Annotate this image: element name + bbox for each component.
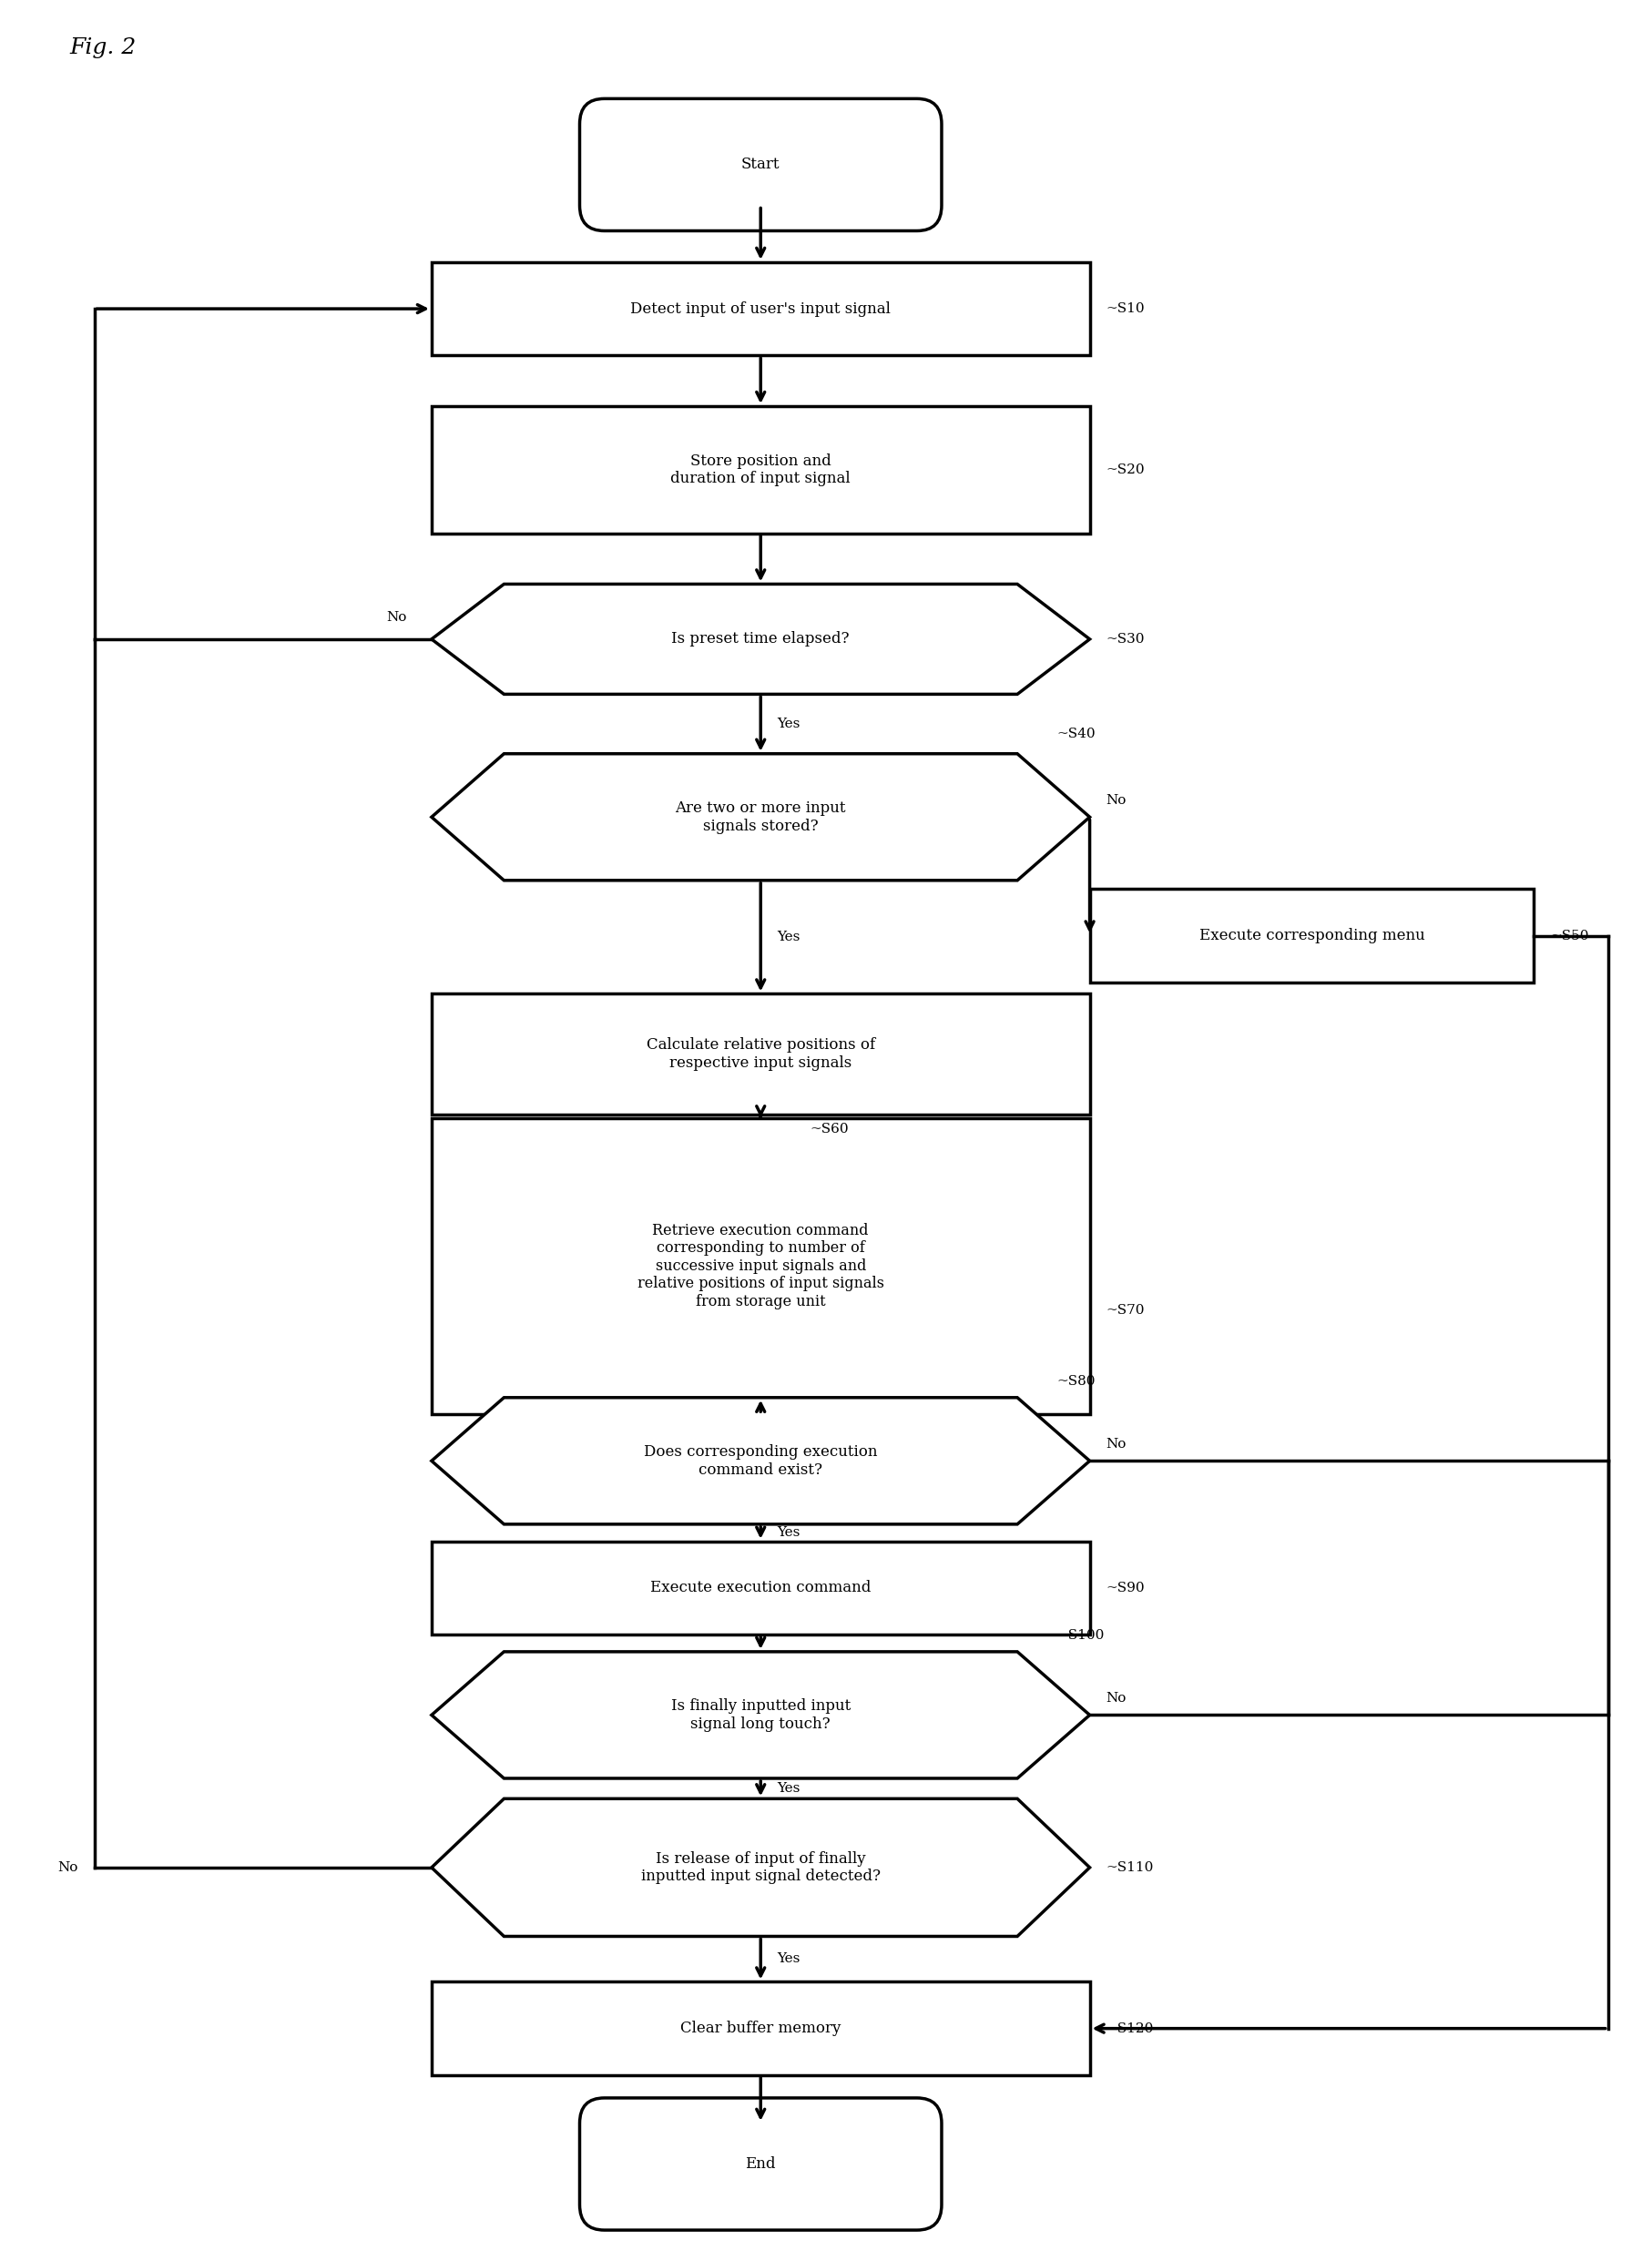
Polygon shape	[431, 1397, 1089, 1524]
Text: Yes: Yes	[776, 932, 800, 943]
Bar	[431, 995, 1089, 1115]
Text: Execute corresponding menu: Execute corresponding menu	[1198, 927, 1424, 943]
Text: ~S120: ~S120	[1105, 2021, 1153, 2035]
Text: ~S80: ~S80	[1056, 1375, 1095, 1388]
Text: Are two or more input
signals stored?: Are two or more input signals stored?	[676, 800, 846, 834]
Bar	[431, 1117, 1089, 1415]
Bar	[431, 407, 1089, 534]
Polygon shape	[431, 1800, 1089, 1935]
Text: End: End	[745, 2157, 775, 2173]
Bar	[1089, 889, 1533, 981]
Text: No: No	[387, 610, 406, 624]
Text: ~S40: ~S40	[1056, 728, 1095, 739]
Bar	[431, 262, 1089, 355]
Text: ~S50: ~S50	[1550, 929, 1588, 943]
Text: No: No	[1105, 794, 1127, 807]
Text: Clear buffer memory: Clear buffer memory	[681, 2021, 841, 2037]
Text: Is finally inputted input
signal long touch?: Is finally inputted input signal long to…	[671, 1698, 851, 1732]
Text: Yes: Yes	[776, 1954, 800, 1965]
Text: Is release of input of finally
inputted input signal detected?: Is release of input of finally inputted …	[641, 1852, 881, 1883]
Polygon shape	[431, 583, 1089, 694]
Text: No: No	[1105, 1691, 1127, 1705]
Text: Execute execution command: Execute execution command	[649, 1580, 871, 1596]
Text: Fig. 2: Fig. 2	[69, 38, 135, 59]
Text: ~S100: ~S100	[1056, 1628, 1104, 1641]
FancyBboxPatch shape	[580, 2098, 942, 2229]
Bar	[431, 1983, 1089, 2076]
Text: Detect input of user's input signal: Detect input of user's input signal	[629, 301, 890, 317]
Text: ~S110: ~S110	[1105, 1861, 1153, 1874]
Text: ~S30: ~S30	[1105, 633, 1145, 647]
Text: Is preset time elapsed?: Is preset time elapsed?	[671, 631, 849, 647]
Text: No: No	[58, 1861, 78, 1874]
Polygon shape	[431, 1653, 1089, 1779]
Text: Store position and
duration of input signal: Store position and duration of input sig…	[671, 452, 851, 486]
Text: Does corresponding execution
command exist?: Does corresponding execution command exi…	[644, 1445, 877, 1476]
FancyBboxPatch shape	[580, 99, 942, 231]
Text: Retrieve execution command
corresponding to number of
successive input signals a: Retrieve execution command corresponding…	[638, 1223, 884, 1309]
Text: No: No	[1105, 1438, 1127, 1449]
Text: Calculate relative positions of
respective input signals: Calculate relative positions of respecti…	[646, 1038, 874, 1072]
Text: Start: Start	[740, 156, 780, 172]
Text: Yes: Yes	[776, 1526, 800, 1540]
Text: ~S70: ~S70	[1105, 1305, 1145, 1316]
Text: ~S60: ~S60	[809, 1124, 849, 1135]
Bar	[431, 1542, 1089, 1635]
Text: Yes: Yes	[776, 1782, 800, 1795]
Text: ~S20: ~S20	[1105, 464, 1145, 477]
Text: ~S90: ~S90	[1105, 1583, 1145, 1594]
Text: Yes: Yes	[776, 717, 800, 730]
Text: ~S10: ~S10	[1105, 303, 1145, 314]
Polygon shape	[431, 753, 1089, 880]
